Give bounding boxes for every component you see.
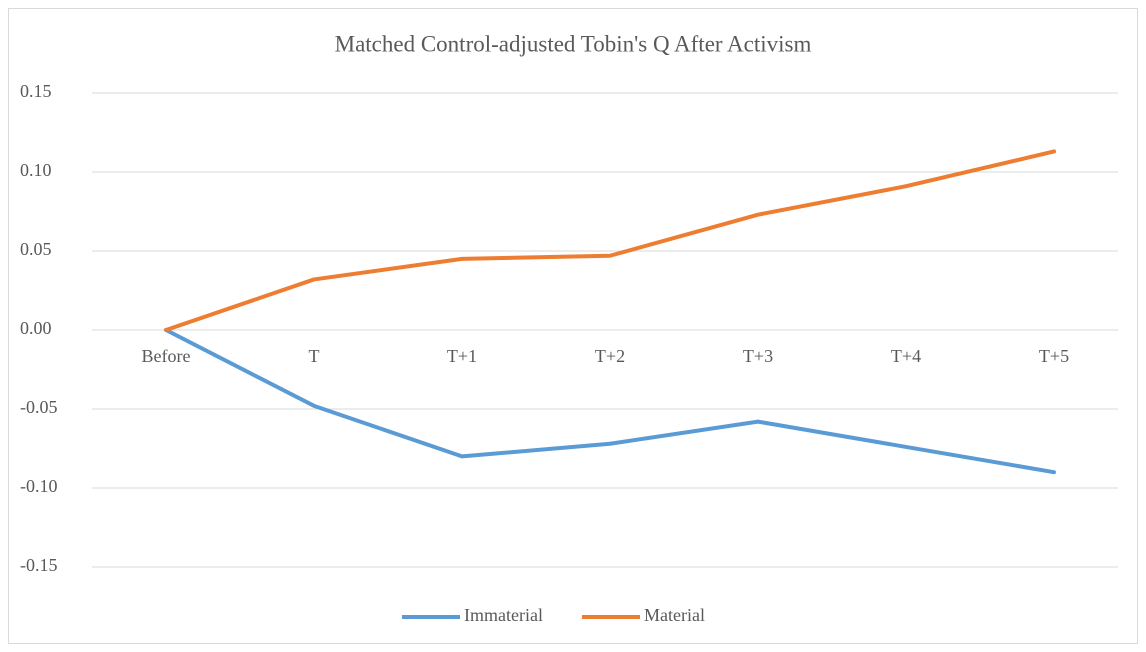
y-tick-label: 0.15 — [20, 81, 52, 101]
x-tick-label: T+4 — [891, 346, 921, 366]
x-tick-label: T+3 — [743, 346, 773, 366]
legend-label: Material — [644, 605, 705, 625]
y-tick-label: 0.00 — [20, 318, 52, 338]
series-line — [164, 149, 1056, 332]
x-tick-label: Before — [142, 346, 191, 366]
series-line — [164, 328, 1056, 475]
x-tick-label: T+1 — [447, 346, 477, 366]
y-tick-label: -0.10 — [20, 476, 58, 496]
y-tick-label: 0.10 — [20, 160, 52, 180]
x-tick-label: T — [309, 346, 320, 366]
y-tick-label: -0.05 — [20, 397, 58, 417]
chart-border — [8, 8, 1138, 644]
y-tick-label: -0.15 — [20, 555, 58, 575]
y-tick-label: 0.05 — [20, 239, 52, 259]
chart-title: Matched Control-adjusted Tobin's Q After… — [335, 31, 812, 56]
x-tick-label: T+5 — [1039, 346, 1069, 366]
legend-label: Immaterial — [464, 605, 543, 625]
x-tick-label: T+2 — [595, 346, 625, 366]
